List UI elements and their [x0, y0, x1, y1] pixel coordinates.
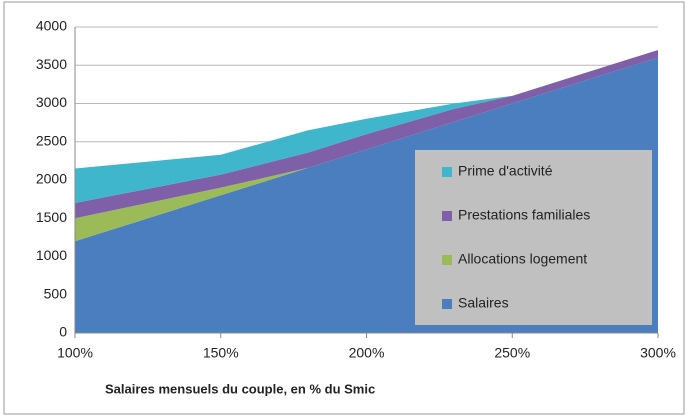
y-tick-label: 3500 [36, 56, 67, 72]
legend: Prime d'activité Prestations familiales Al… [415, 150, 652, 325]
x-axis-label: Salaires mensuels du couple, en % du Smi… [105, 381, 375, 396]
y-tick-label: 4000 [36, 18, 67, 34]
x-tick-label: 200% [349, 345, 385, 361]
legend-label: Prestations familiales [458, 207, 590, 223]
legend-label: Prime d'activité [458, 163, 553, 179]
y-tick-label: 3000 [36, 94, 67, 110]
y-tick-label: 0 [59, 324, 67, 340]
y-tick-label: 500 [44, 285, 68, 301]
y-tick-label: 2000 [36, 171, 67, 187]
x-tick-label: 150% [203, 345, 239, 361]
legend-box [415, 150, 652, 325]
area [75, 57, 658, 242]
x-tick-label: 300% [640, 345, 676, 361]
legend-swatch [442, 255, 452, 265]
x-tick-label: 100% [57, 345, 93, 361]
legend-label: Salaires [458, 295, 509, 311]
area [75, 49, 658, 203]
y-tick-label: 1500 [36, 209, 67, 225]
legend-swatch [442, 167, 452, 177]
legend-swatch [442, 211, 452, 221]
x-tick-label: 250% [494, 345, 530, 361]
legend-label: Allocations logement [458, 251, 587, 267]
y-tick-label: 1000 [36, 247, 67, 263]
legend-swatch [442, 299, 452, 309]
y-tick-label: 2500 [36, 132, 67, 148]
